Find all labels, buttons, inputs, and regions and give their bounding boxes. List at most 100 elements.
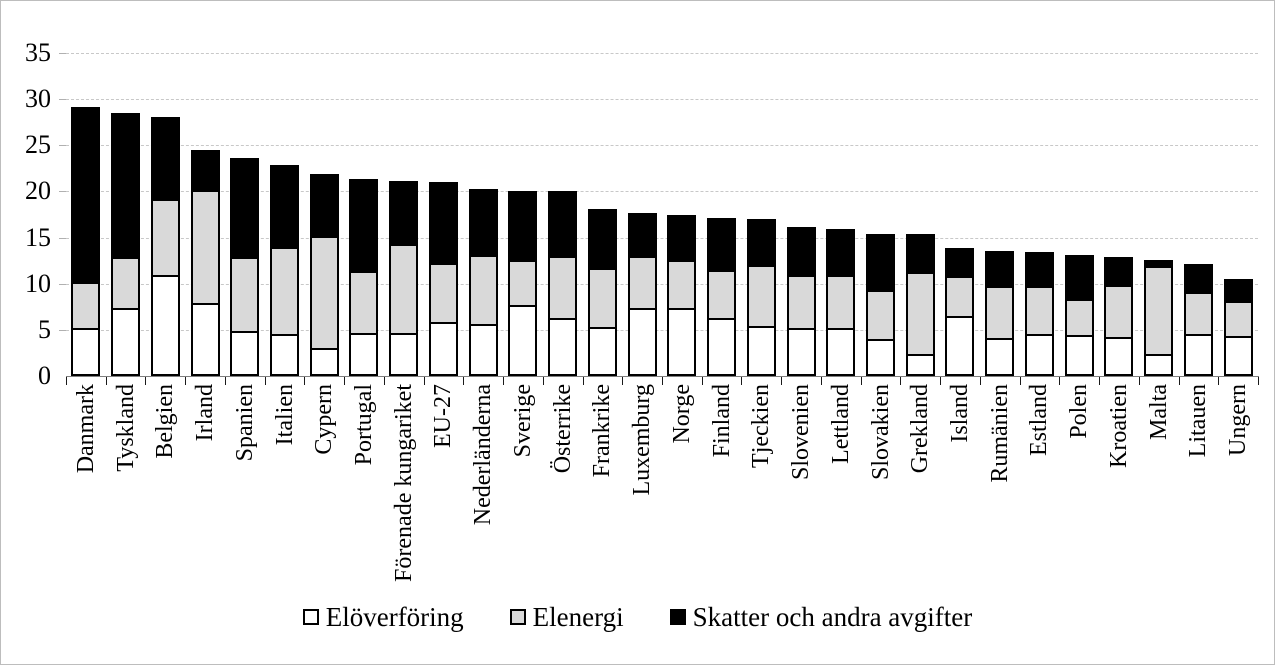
y-axis-tick <box>59 99 66 101</box>
bar-segment-Elöverföring-Estland <box>1024 334 1054 376</box>
bar-segment-Elöverföring-Förenade kungariket <box>389 332 419 376</box>
bar-segment-Elenergi-Malta <box>1144 266 1174 356</box>
bar-segment-Elenergi-Förenade kungariket <box>389 244 419 335</box>
y-axis-label-35: 35 <box>25 38 51 67</box>
x-axis-label-Österrike: Österrike <box>549 384 576 474</box>
x-axis-label-Sverige: Sverige <box>509 384 536 458</box>
bar-segment-Elenergi-Grekland <box>905 271 935 356</box>
bar-segment-Elöverföring-Litauen <box>1183 334 1213 376</box>
legend-item-Skatter och andra avgifter: Skatter och andra avgifter <box>669 602 972 632</box>
bar-segment-Elöverföring-Nederländerna <box>468 324 498 376</box>
x-axis-tick <box>463 377 465 385</box>
x-axis-tick <box>503 377 505 385</box>
bar-Rumänien <box>980 53 1020 376</box>
bar-segment-Elenergi-Nederländerna <box>468 255 498 327</box>
x-axis-label-Norge: Norge <box>668 384 695 444</box>
bar-Slovenien <box>781 53 821 376</box>
y-axis-label-30: 30 <box>25 84 51 114</box>
x-axis-label-Malta: Malta <box>1145 384 1172 440</box>
y-axis-tick <box>59 53 66 54</box>
bar-Finland <box>702 53 742 376</box>
bar-segment-Skatter och andra avgifter-Slovakien <box>866 234 896 293</box>
legend-item-Elenergi: Elenergi <box>509 602 624 632</box>
bar-Grekland <box>900 53 940 376</box>
bar-segment-Skatter och andra avgifter-Irland <box>190 150 220 192</box>
bar-Lettland <box>821 53 861 376</box>
bar-segment-Elenergi-Litauen <box>1183 292 1213 337</box>
x-axis-label-Nederländerna: Nederländerna <box>470 384 497 526</box>
bar-segment-Elenergi-Danmark <box>71 282 101 331</box>
x-axis-label-Rumänien: Rumänien <box>986 384 1013 483</box>
bar-segment-Elöverföring-EU-27 <box>428 322 458 376</box>
bar-segment-Elenergi-Rumänien <box>985 285 1015 341</box>
x-axis-tick <box>1258 377 1259 385</box>
bar-Ungern <box>1218 53 1258 376</box>
bar-segment-Elenergi-Norge <box>667 259 697 310</box>
x-axis-tick <box>423 377 425 385</box>
bar-segment-Skatter och andra avgifter-Spanien <box>230 157 260 260</box>
gridline-10 <box>66 283 1258 285</box>
bar-segment-Elöverföring-Island <box>945 316 975 376</box>
gridline-5 <box>66 329 1258 331</box>
bar-EU-27 <box>424 53 464 376</box>
bar-segment-Elenergi-Luxemburg <box>627 256 657 310</box>
y-axis-label-20: 20 <box>25 176 51 206</box>
x-axis-label-Kroatien: Kroatien <box>1105 384 1132 468</box>
x-axis-tick <box>304 377 306 385</box>
bar-segment-Elöverföring-Lettland <box>826 328 856 376</box>
x-axis-label-Lettland: Lettland <box>827 384 854 464</box>
x-axis-label-EU-27: EU-27 <box>430 384 457 448</box>
bar-segment-Elenergi-Slovakien <box>866 290 896 342</box>
x-axis-tick <box>145 377 147 385</box>
bar-segment-Elöverföring-Spanien <box>230 330 260 376</box>
bar-segment-Elenergi-Spanien <box>230 257 260 333</box>
gridline-20 <box>66 191 1258 193</box>
bar-Danmark <box>66 53 106 376</box>
bar-segment-Elöverföring-Ungern <box>1223 336 1253 376</box>
bar-segment-Elöverföring-Tyskland <box>111 307 141 376</box>
bar-segment-Elöverföring-Kroatien <box>1104 337 1134 376</box>
bar-Irland <box>185 53 225 376</box>
bar-segment-Elenergi-Sverige <box>508 259 538 307</box>
bar-segment-Elenergi-Kroatien <box>1104 284 1134 340</box>
x-axis-tick <box>900 377 902 385</box>
bar-segment-Elöverföring-Österrike <box>548 317 578 376</box>
bar-segment-Skatter och andra avgifter-Island <box>945 248 975 278</box>
x-axis-tick <box>105 377 107 385</box>
legend-item-Elöverföring: Elöverföring <box>302 602 464 632</box>
bar-segment-Elöverföring-Norge <box>667 307 697 376</box>
legend-marker-icon <box>302 609 319 625</box>
x-axis-tick <box>1138 377 1140 385</box>
bar-Cypern <box>304 53 344 376</box>
bar-segment-Elöverföring-Rumänien <box>985 338 1015 376</box>
bar-segment-Skatter och andra avgifter-Grekland <box>905 234 935 274</box>
bar-segment-Elöverföring-Danmark <box>71 328 101 376</box>
y-axis-tick <box>59 145 66 147</box>
bar-Sverige <box>503 53 543 376</box>
x-axis-label-Grekland: Grekland <box>907 384 934 474</box>
x-axis-tick <box>860 377 862 385</box>
bar-Litauen <box>1179 53 1219 376</box>
x-axis-tick <box>264 377 266 385</box>
x-axis-tick <box>1218 377 1220 385</box>
bar-segment-Elenergi-Belgien <box>150 198 180 278</box>
bar-segment-Elenergi-Lettland <box>826 274 856 331</box>
bar-Kroatien <box>1099 53 1139 376</box>
gridline-35 <box>66 53 1258 54</box>
x-axis-tick <box>344 377 346 385</box>
bar-segment-Elöverföring-Tjeckien <box>746 326 776 376</box>
x-axis-label-Irland: Irland <box>192 384 219 442</box>
bar-segment-Elöverföring-Slovenien <box>786 328 816 376</box>
bar-Belgien <box>145 53 185 376</box>
bar-segment-Elöverföring-Cypern <box>309 348 339 376</box>
bar-Nederländerna <box>463 53 503 376</box>
bar-segment-Elenergi-Island <box>945 275 975 319</box>
bar-segment-Skatter och andra avgifter-Italien <box>270 165 300 249</box>
x-axis-label-Cypern: Cypern <box>311 384 338 455</box>
bar-segment-Skatter och andra avgifter-Norge <box>667 214 697 262</box>
bar-segment-Skatter och andra avgifter-Förenade kungariket <box>389 180 419 247</box>
bar-segment-Elöverföring-Belgien <box>150 275 180 376</box>
x-axis-tick <box>1099 377 1101 385</box>
bar-Polen <box>1059 53 1099 376</box>
y-axis-tick <box>59 329 66 331</box>
